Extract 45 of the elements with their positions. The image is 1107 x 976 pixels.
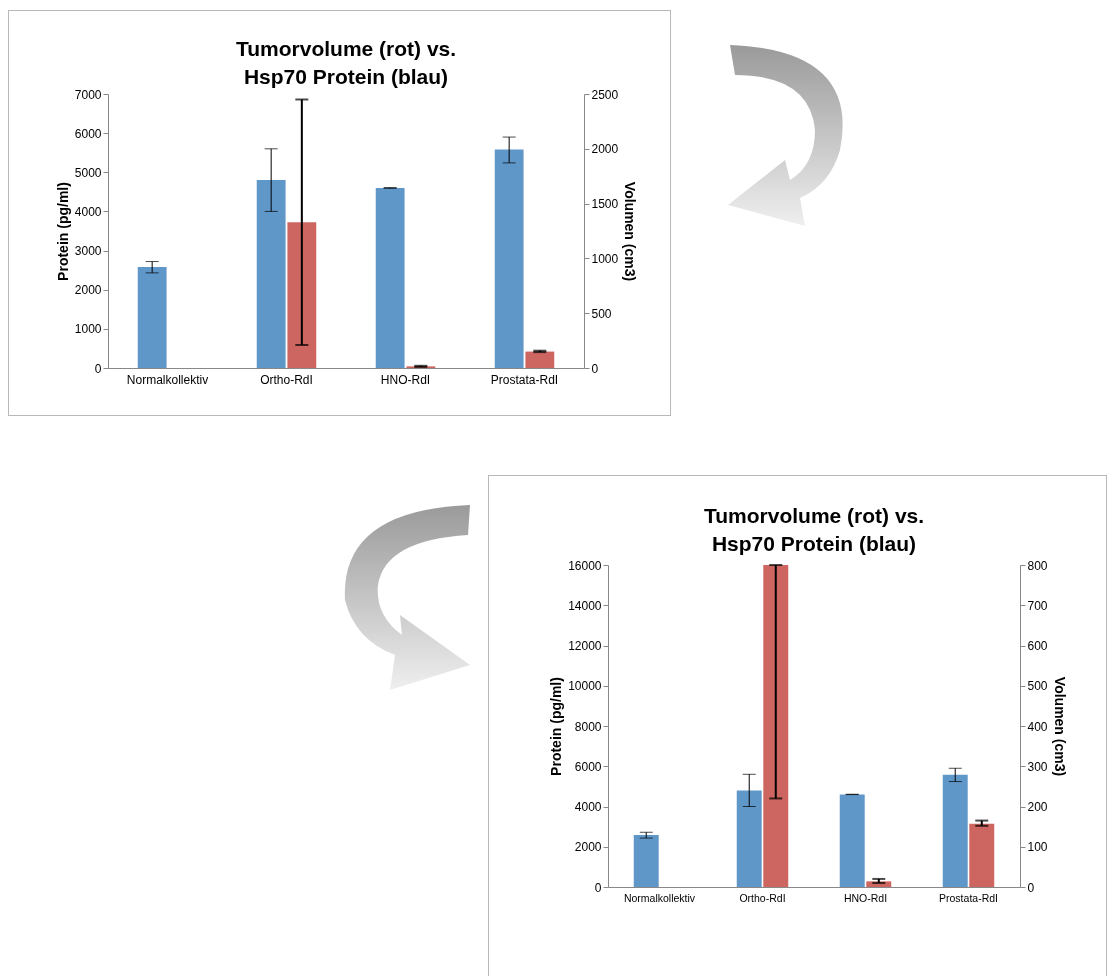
y-tick-label: 2000 [574,840,602,855]
x-tick-label: HNO-RdI [843,891,888,904]
y2-tick-label: 500 [1027,679,1048,694]
y-tick-label: 8000 [574,719,602,734]
x-tick-label: Normalkollektiv [623,891,696,904]
y2-tick-label: 500 [591,306,612,321]
y-axis-title: Protein (pg/ml) [548,677,565,776]
y-tick-label: 0 [94,361,102,376]
y2-tick-label: 0 [1027,880,1035,895]
x-tick-label: Normalkollektiv [126,372,209,387]
y-tick-label: 10000 [568,679,602,694]
y2-axis-title: Volumen (cm3) [1051,676,1068,777]
y-tick-label: 3000 [74,244,102,259]
y-tick-label: 16000 [568,558,602,573]
y2-tick-label: 300 [1027,759,1048,774]
x-tick-label: HNO-RdI [380,372,431,387]
y-tick-label: 0 [594,880,602,895]
x-tick-label: Prostata-RdI [939,891,998,904]
y-tick-label: 1000 [74,322,102,337]
x-tick-label: Ortho-RdI [739,891,786,904]
y-tick-label: 6000 [74,126,102,141]
x-tick-label: Prostata-RdI [490,372,559,387]
chart-title: Tumorvolume (rot) vs. Hsp70 Protein (blau) [235,37,457,88]
y-tick-label: 2000 [74,283,102,298]
y2-tick-label: 1000 [591,251,619,266]
y-tick-label: 4000 [74,204,102,219]
y-tick-label: 4000 [574,800,602,814]
y2-axis-title: Volumen (cm3) [622,181,639,282]
y-axis-title: Protein (pg/ml) [54,182,71,281]
y-tick-label: 6000 [574,759,602,774]
y2-tick-label: 1500 [591,197,619,212]
y2-tick-label: 600 [1027,639,1048,653]
y-tick-label: 12000 [568,639,602,653]
y2-tick-label: 200 [1027,800,1048,814]
x-tick-label: Ortho-RdI [260,372,313,387]
chart-title: Tumorvolume (rot) vs. Hsp70 Protein (blau) [703,504,925,555]
y-tick-label: 5000 [74,165,102,180]
y2-tick-label: 400 [1027,719,1048,734]
y2-tick-label: 2000 [591,142,619,157]
y-tick-label: 14000 [568,598,602,613]
y2-tick-label: 2500 [591,87,619,102]
y2-tick-label: 700 [1027,598,1048,613]
y2-tick-label: 100 [1027,840,1048,855]
y2-tick-label: 800 [1027,558,1048,573]
y-tick-label: 7000 [74,87,102,102]
